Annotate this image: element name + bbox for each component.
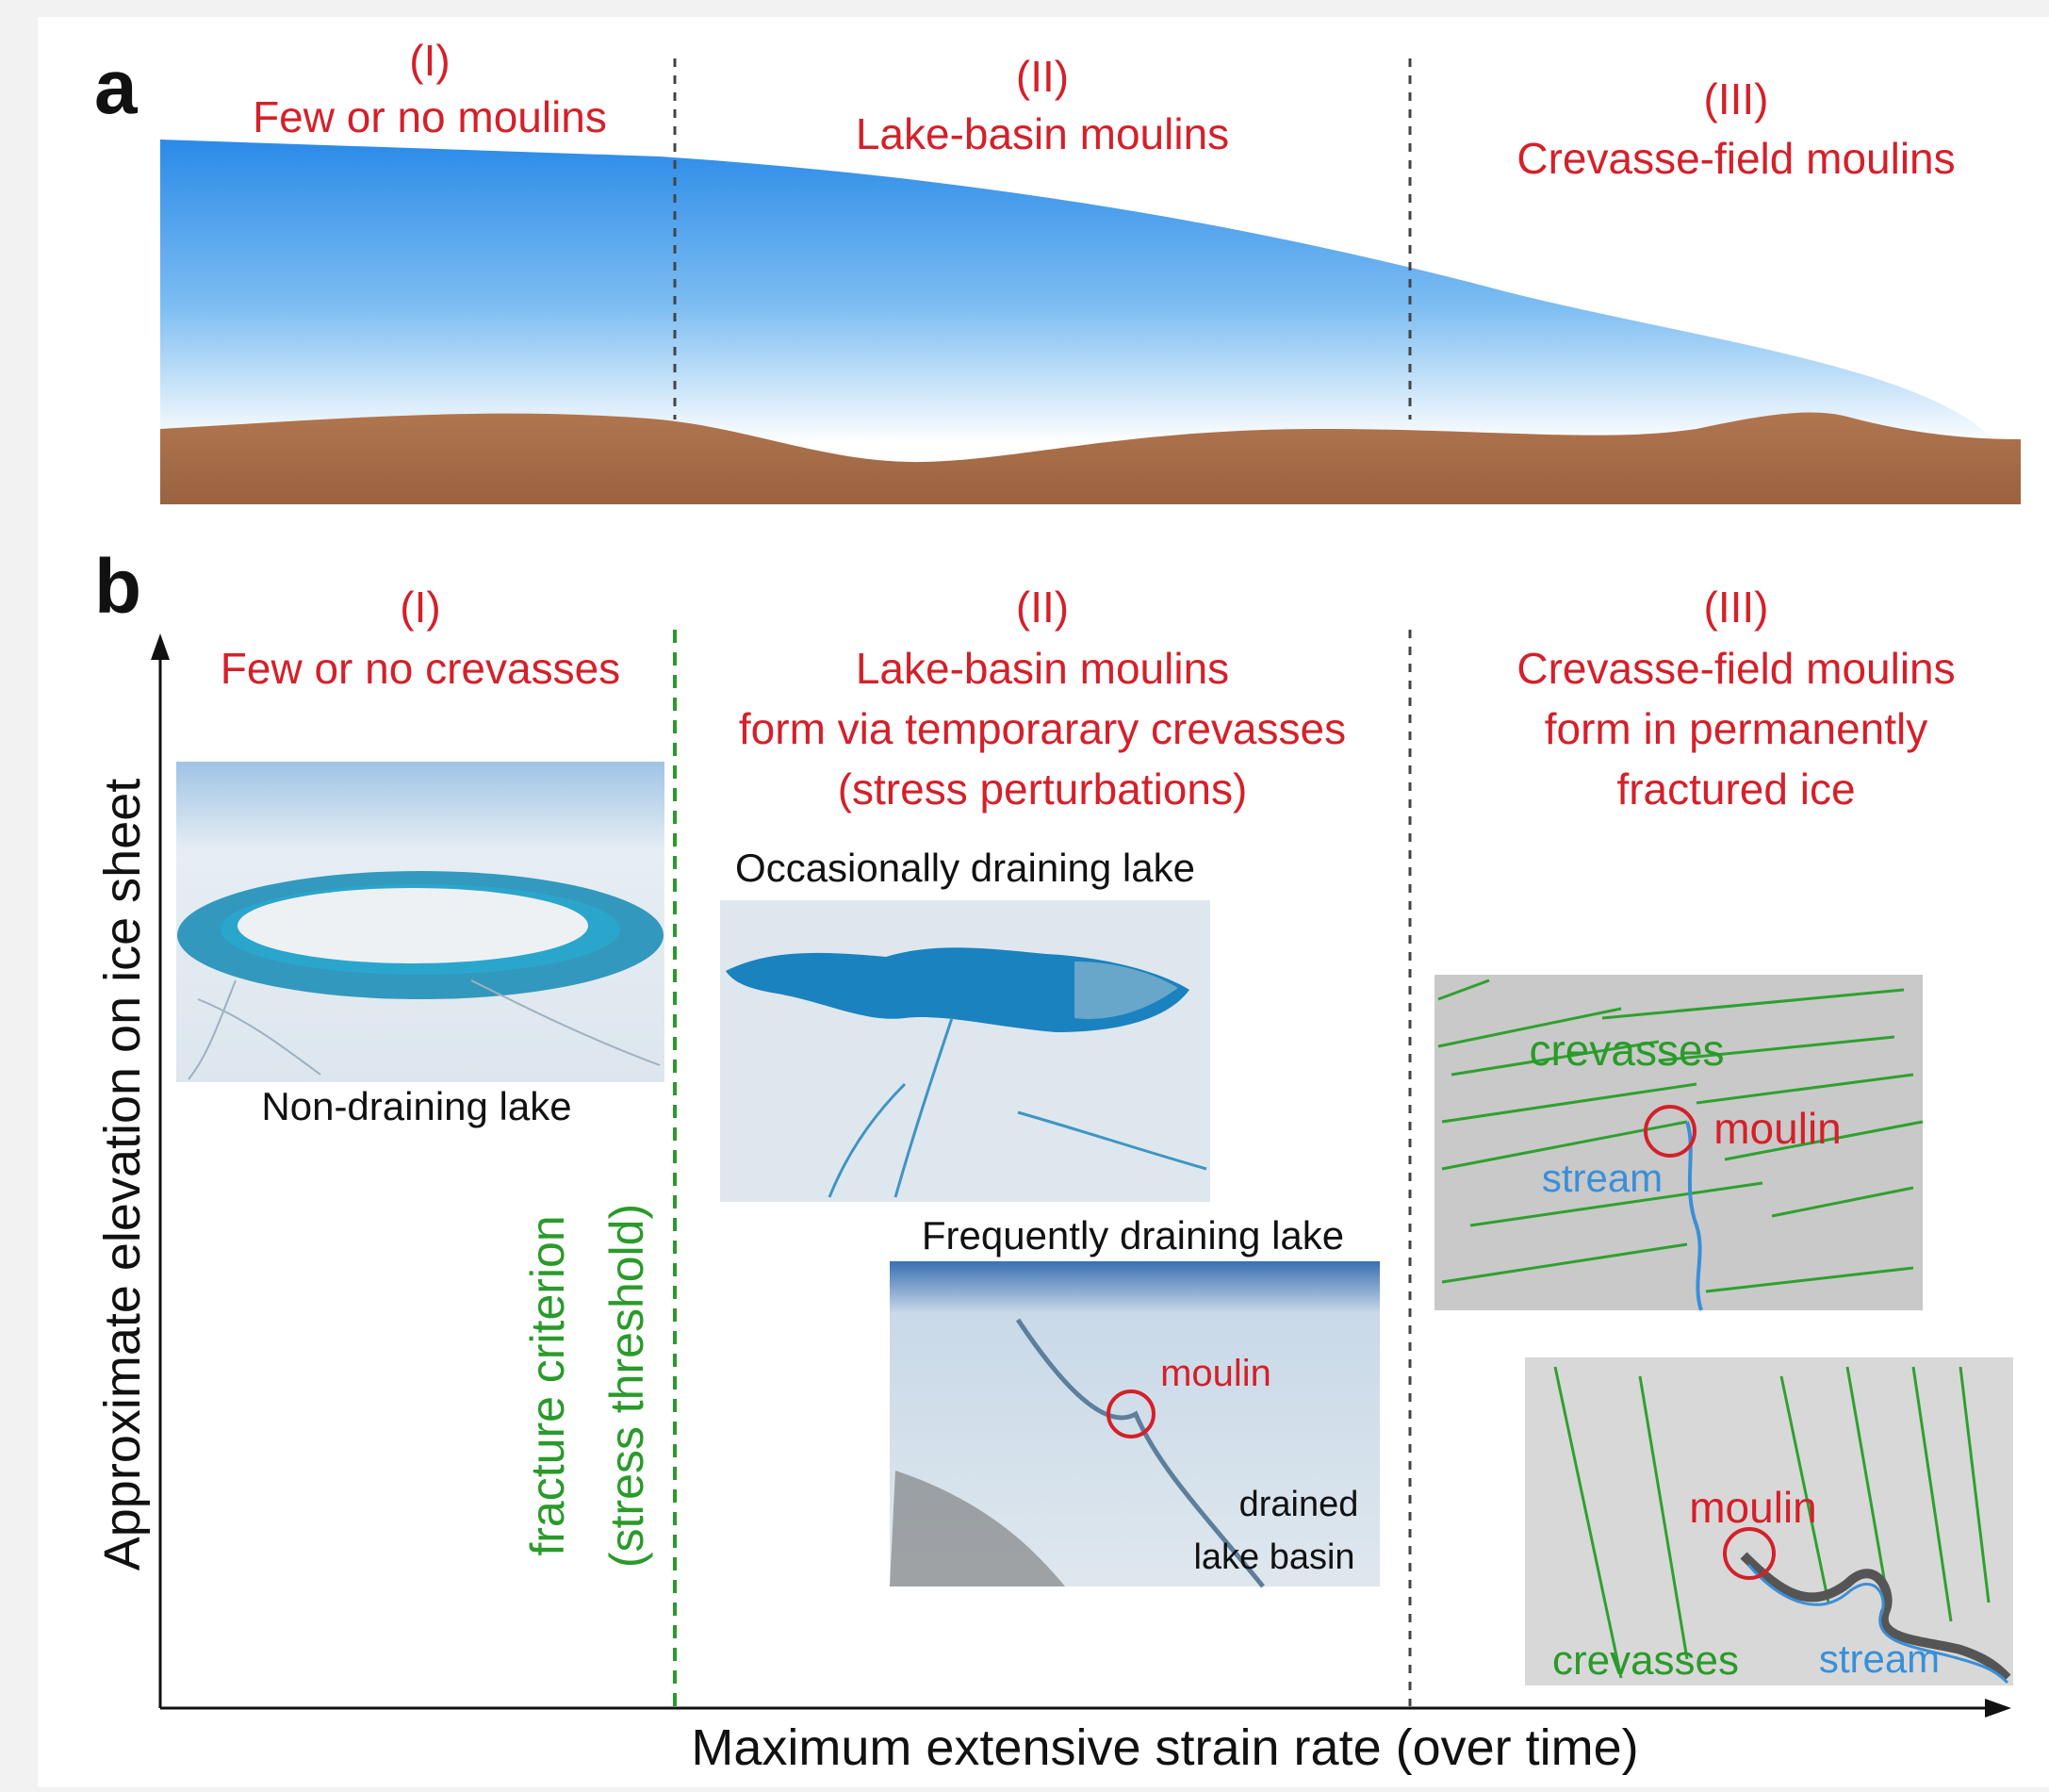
basin-label-2: lake basin <box>1193 1537 1354 1577</box>
zone-a-2-title: Lake-basin moulins <box>856 109 1229 158</box>
moulin-circle-top <box>1644 1105 1697 1158</box>
stream-label-bottom: stream <box>1819 1636 1940 1681</box>
zone-b-2-line2: form via temporarary crevasses <box>739 704 1346 753</box>
threshold-label-1: fracture criterion <box>521 1215 574 1555</box>
photo-crevasse-field-top <box>1434 975 1924 1311</box>
zone-b-1-num: (I) <box>400 583 440 632</box>
moulin-label-top: moulin <box>1713 1104 1842 1153</box>
stream-label-top: stream <box>1542 1156 1663 1200</box>
basin-label-1: drained <box>1239 1485 1359 1524</box>
photo-crevasse-field-bottom <box>1525 1357 2013 1685</box>
moulin-circle-bottom <box>1723 1527 1776 1580</box>
zone-b-2-line3: (stress perturbations) <box>838 764 1248 814</box>
bedrock <box>160 412 2021 504</box>
photo-non-draining-lake <box>176 762 664 1082</box>
moulin-label-frequent: moulin <box>1160 1353 1271 1394</box>
moulin-circle-frequent <box>1106 1389 1156 1439</box>
panel-a-letter: a <box>94 44 139 130</box>
moulin-label-bottom: moulin <box>1689 1483 1817 1532</box>
zone-a-1-title: Few or no moulins <box>253 92 607 141</box>
panel-b-letter: b <box>94 544 141 630</box>
zone-b-3-line3: fractured ice <box>1616 764 1855 814</box>
zone-a-2-num: (II) <box>1016 52 1069 101</box>
zone-b-3-line1: Crevasse-field moulins <box>1516 644 1955 693</box>
panel-b: b Approximate elevation on ice sheet Max… <box>94 544 2013 1776</box>
crevasses-label-bottom: crevasses <box>1552 1637 1739 1684</box>
crevasses-label-top: crevasses <box>1529 1026 1724 1075</box>
caption-non-draining: Non-draining lake <box>261 1084 571 1128</box>
zone-b-2-line1: Lake-basin moulins <box>856 644 1229 693</box>
photo-occasionally-draining-lake <box>720 900 1210 1202</box>
ice-sheet <box>160 140 1996 443</box>
zone-a-3-title: Crevasse-field moulins <box>1516 134 1955 183</box>
zone-b-3-line2: form in permanently <box>1545 704 1928 753</box>
y-axis-label: Approximate elevation on ice sheet <box>94 779 151 1571</box>
zone-b-2-num: (II) <box>1016 583 1069 632</box>
x-axis-arrow <box>1985 1699 2011 1718</box>
y-axis-arrow <box>151 633 170 660</box>
zone-b-3-num: (III) <box>1704 583 1769 632</box>
zone-b-1-line1: Few or no crevasses <box>221 644 620 693</box>
caption-frequent: Frequently draining lake <box>922 1213 1344 1258</box>
panel-a: a (I) Few or no moulins (II) Lake-basin … <box>94 36 2021 504</box>
x-axis-label: Maximum extensive strain rate (over time… <box>691 1719 1638 1776</box>
zone-a-1-num: (I) <box>409 36 450 85</box>
zone-a-3-num: (III) <box>1704 74 1769 123</box>
photo-frequently-draining-lake <box>890 1261 1380 1588</box>
caption-occasional: Occasionally draining lake <box>735 846 1195 890</box>
threshold-label-2: (stress threshold) <box>600 1204 653 1568</box>
